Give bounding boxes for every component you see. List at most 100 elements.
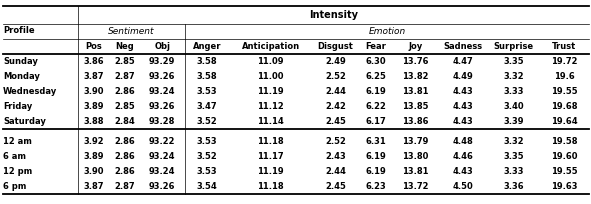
Text: 2.87: 2.87 <box>115 182 135 191</box>
Text: 4.43: 4.43 <box>453 87 473 96</box>
Text: 4.46: 4.46 <box>453 152 473 161</box>
Text: 3.47: 3.47 <box>197 102 217 111</box>
Text: 19.60: 19.60 <box>551 152 578 161</box>
Text: 93.28: 93.28 <box>149 117 176 126</box>
Text: Saturday: Saturday <box>3 117 46 126</box>
Text: 3.88: 3.88 <box>84 117 105 126</box>
Text: 4.43: 4.43 <box>453 167 473 176</box>
Text: 6 pm: 6 pm <box>3 182 27 191</box>
Text: 2.52: 2.52 <box>325 137 346 146</box>
Text: 2.44: 2.44 <box>325 87 346 96</box>
Text: 11.14: 11.14 <box>257 117 284 126</box>
Text: 3.35: 3.35 <box>504 152 524 161</box>
Text: 3.32: 3.32 <box>504 72 524 81</box>
Text: 19.64: 19.64 <box>551 117 578 126</box>
Text: 3.39: 3.39 <box>504 117 524 126</box>
Text: 93.24: 93.24 <box>149 87 176 96</box>
Text: 2.86: 2.86 <box>115 167 135 176</box>
Text: 2.86: 2.86 <box>115 87 135 96</box>
Text: 13.80: 13.80 <box>402 152 429 161</box>
Text: Anger: Anger <box>193 42 221 51</box>
Text: 11.17: 11.17 <box>257 152 284 161</box>
Text: 6.19: 6.19 <box>365 152 386 161</box>
Text: 2.49: 2.49 <box>325 57 346 66</box>
Text: 2.52: 2.52 <box>325 72 346 81</box>
Text: Anticipation: Anticipation <box>242 42 300 51</box>
Text: 2.85: 2.85 <box>115 57 135 66</box>
Text: 3.89: 3.89 <box>84 102 105 111</box>
Text: 3.53: 3.53 <box>197 137 217 146</box>
Text: 2.85: 2.85 <box>115 102 135 111</box>
Text: 6.30: 6.30 <box>365 57 386 66</box>
Text: 6 am: 6 am <box>3 152 26 161</box>
Text: 11.12: 11.12 <box>257 102 284 111</box>
Text: 4.49: 4.49 <box>453 72 473 81</box>
Text: 6.23: 6.23 <box>365 182 386 191</box>
Text: 6.25: 6.25 <box>365 72 386 81</box>
Text: 19.68: 19.68 <box>551 102 578 111</box>
Text: Monday: Monday <box>3 72 40 81</box>
Text: Friday: Friday <box>3 102 33 111</box>
Text: 13.81: 13.81 <box>402 87 429 96</box>
Text: 2.44: 2.44 <box>325 167 346 176</box>
Text: 93.26: 93.26 <box>149 102 176 111</box>
Text: 2.45: 2.45 <box>325 182 346 191</box>
Text: 3.52: 3.52 <box>197 152 217 161</box>
Text: 13.76: 13.76 <box>402 57 429 66</box>
Text: Emotion: Emotion <box>368 27 405 36</box>
Text: 3.58: 3.58 <box>197 57 217 66</box>
Text: 3.40: 3.40 <box>504 102 524 111</box>
Text: 19.55: 19.55 <box>551 167 578 176</box>
Text: 3.32: 3.32 <box>504 137 524 146</box>
Text: 93.24: 93.24 <box>149 152 176 161</box>
Text: 13.86: 13.86 <box>402 117 429 126</box>
Text: 13.81: 13.81 <box>402 167 429 176</box>
Text: 6.19: 6.19 <box>365 167 386 176</box>
Text: 11.19: 11.19 <box>257 87 284 96</box>
Text: 3.33: 3.33 <box>504 87 524 96</box>
Text: 13.82: 13.82 <box>402 72 429 81</box>
Text: 3.35: 3.35 <box>504 57 524 66</box>
Text: 3.90: 3.90 <box>84 87 105 96</box>
Text: Intensity: Intensity <box>309 10 358 20</box>
Text: 3.92: 3.92 <box>84 137 105 146</box>
Text: 19.58: 19.58 <box>551 137 578 146</box>
Text: Sunday: Sunday <box>3 57 38 66</box>
Text: 2.84: 2.84 <box>115 117 135 126</box>
Text: 3.54: 3.54 <box>197 182 217 191</box>
Text: 3.90: 3.90 <box>84 167 105 176</box>
Text: Profile: Profile <box>3 26 35 34</box>
Text: 11.00: 11.00 <box>258 72 284 81</box>
Text: 2.42: 2.42 <box>325 102 346 111</box>
Text: 2.45: 2.45 <box>325 117 346 126</box>
Text: 11.18: 11.18 <box>257 137 284 146</box>
Text: 3.87: 3.87 <box>84 72 105 81</box>
Text: 19.72: 19.72 <box>551 57 578 66</box>
Text: Neg: Neg <box>115 42 134 51</box>
Text: 93.26: 93.26 <box>149 182 176 191</box>
Text: 6.17: 6.17 <box>365 117 386 126</box>
Text: 93.24: 93.24 <box>149 167 176 176</box>
Text: Sadness: Sadness <box>443 42 482 51</box>
Text: 93.26: 93.26 <box>149 72 176 81</box>
Text: 11.09: 11.09 <box>258 57 284 66</box>
Text: 3.89: 3.89 <box>84 152 105 161</box>
Text: 3.36: 3.36 <box>504 182 524 191</box>
Text: 13.85: 13.85 <box>402 102 429 111</box>
Text: 2.86: 2.86 <box>115 137 135 146</box>
Text: Joy: Joy <box>408 42 423 51</box>
Text: 4.48: 4.48 <box>453 137 473 146</box>
Text: 3.53: 3.53 <box>197 167 217 176</box>
Text: 12 pm: 12 pm <box>3 167 33 176</box>
Text: 13.72: 13.72 <box>402 182 429 191</box>
Text: 6.22: 6.22 <box>365 102 386 111</box>
Text: 3.87: 3.87 <box>84 182 105 191</box>
Text: Sentiment: Sentiment <box>108 27 155 36</box>
Text: 2.87: 2.87 <box>115 72 135 81</box>
Text: 13.79: 13.79 <box>402 137 429 146</box>
Text: Pos: Pos <box>86 42 102 51</box>
Text: 11.19: 11.19 <box>257 167 284 176</box>
Text: Obj: Obj <box>154 42 170 51</box>
Text: 3.58: 3.58 <box>197 72 217 81</box>
Text: 6.31: 6.31 <box>365 137 386 146</box>
